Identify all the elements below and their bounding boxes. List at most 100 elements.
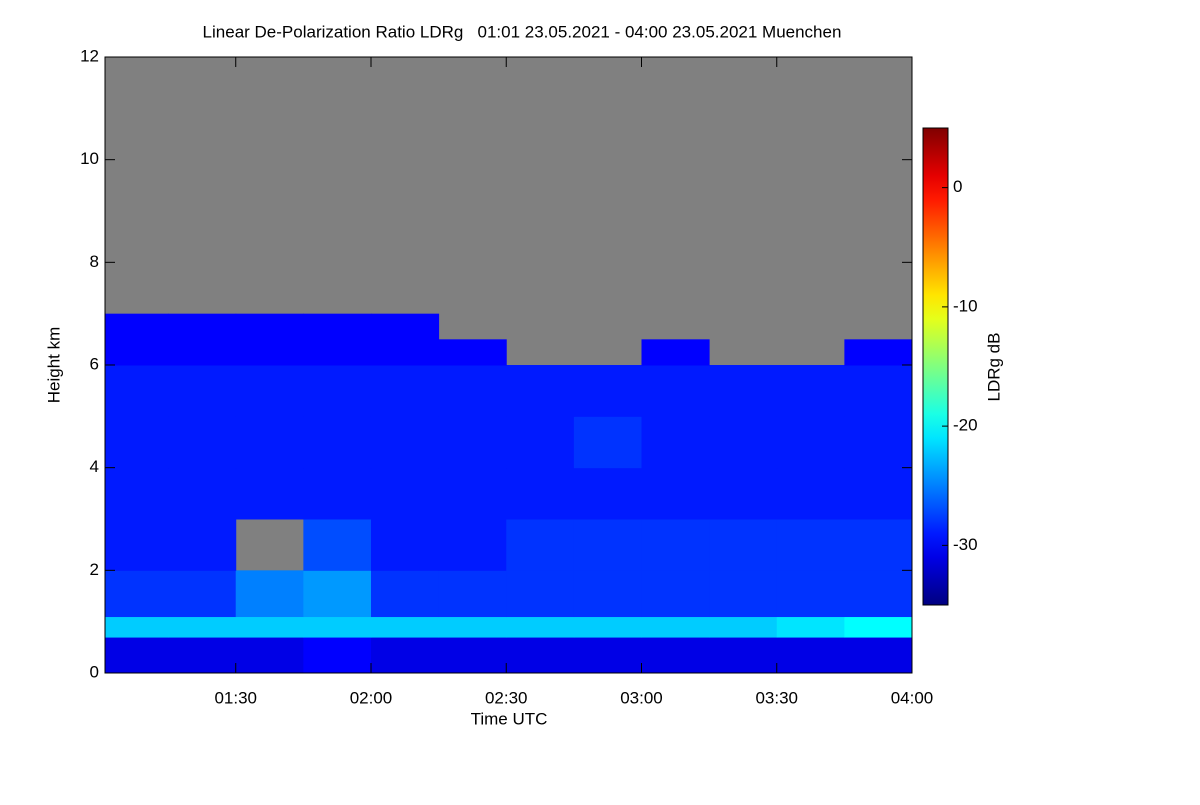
heatmap-cell — [168, 416, 237, 469]
heatmap-cell — [709, 467, 778, 520]
heatmap-cell — [438, 365, 507, 417]
y-tick-label: 8 — [90, 252, 99, 271]
heatmap-cell — [641, 365, 710, 417]
heatmap-cell — [303, 570, 372, 618]
heatmap-cell — [105, 637, 169, 674]
colorbar-tick-label: -30 — [953, 535, 978, 554]
heatmap-cell — [573, 416, 642, 469]
heatmap-cell — [235, 416, 304, 469]
heatmap-cell — [370, 313, 440, 340]
heatmap-cell — [168, 313, 237, 340]
heatmap-cell — [506, 365, 575, 417]
heatmap-cell — [776, 365, 845, 417]
heatmap-cell — [303, 616, 372, 638]
heatmap-cell — [303, 313, 372, 340]
heatmap-cell — [105, 570, 169, 618]
heatmap-cell — [168, 339, 237, 366]
heatmap-cell — [776, 416, 845, 469]
heatmap-cell — [235, 313, 304, 340]
heatmap-cell — [370, 616, 440, 638]
colorbar-label: LDRg dB — [984, 333, 1003, 402]
heatmap-cell — [776, 467, 845, 520]
heatmap-cell — [573, 467, 642, 520]
heatmap-cell — [168, 467, 237, 520]
y-tick-label: 2 — [90, 560, 99, 579]
chart-title: Linear De-Polarization Ratio LDRg 01:01 … — [203, 22, 842, 41]
heatmap-cell — [438, 339, 507, 366]
heatmap-cell — [573, 519, 642, 571]
heatmap-cell — [168, 616, 237, 638]
x-tick-label: 02:30 — [485, 688, 528, 707]
heatmap-cell — [844, 519, 913, 571]
heatmap-cell — [168, 365, 237, 417]
heatmap-cell — [168, 570, 237, 618]
heatmap-cell — [506, 519, 575, 571]
heatmap-cell — [235, 365, 304, 417]
heatmap-cell — [573, 570, 642, 618]
heatmap-cell — [105, 339, 169, 366]
heatmap-cell — [776, 637, 845, 674]
heatmap-cell — [303, 637, 372, 674]
heatmap-cell — [303, 519, 372, 571]
heatmap-cell — [438, 519, 507, 571]
x-tick-label: 01:30 — [214, 688, 257, 707]
y-axis-label: Height km — [44, 327, 63, 404]
heatmap-cell — [105, 467, 169, 520]
heatmap-cell — [370, 339, 440, 366]
heatmap-cell — [776, 616, 845, 638]
colorbar — [922, 127, 949, 606]
heatmap-cell — [370, 416, 440, 469]
heatmap-cell — [776, 519, 845, 571]
heatmap-cell — [641, 467, 710, 520]
heatmap-cell — [168, 519, 237, 571]
heatmap-cell — [709, 616, 778, 638]
heatmap-cell — [506, 637, 575, 674]
heatmap-cell — [709, 365, 778, 417]
heatmap-cell — [641, 637, 710, 674]
heatmap-cell — [844, 365, 913, 417]
heatmap-cell — [641, 570, 710, 618]
heatmap-cell — [844, 339, 913, 366]
heatmap-cell — [573, 365, 642, 417]
heatmap-cell — [844, 467, 913, 520]
x-axis-label: Time UTC — [471, 709, 548, 728]
heatmap-cell — [641, 339, 710, 366]
heatmap-cell — [370, 637, 440, 674]
heatmap-cell — [844, 570, 913, 618]
heatmap-cell — [235, 637, 304, 674]
heatmap-cell — [168, 637, 237, 674]
heatmap-cell — [709, 570, 778, 618]
heatmap-cell — [370, 570, 440, 618]
heatmap-cell — [438, 416, 507, 469]
heatmap-cell — [105, 616, 169, 638]
x-tick-label: 02:00 — [350, 688, 393, 707]
heatmap-cell — [303, 416, 372, 469]
heatmap-cell — [105, 519, 169, 571]
colorbar-tick-label: -20 — [953, 416, 978, 435]
heatmap-cell — [776, 570, 845, 618]
heatmap-cell — [438, 467, 507, 520]
y-tick-label: 0 — [90, 662, 99, 681]
heatmap-cell — [844, 616, 913, 638]
heatmap-cell — [370, 519, 440, 571]
colorbar-tick-label: -10 — [953, 296, 978, 315]
heatmap-cell — [370, 365, 440, 417]
heatmap-cell — [303, 339, 372, 366]
heatmap-cell — [235, 616, 304, 638]
heatmap-cell — [303, 467, 372, 520]
heatmap-cell — [844, 637, 913, 674]
x-tick-label: 03:00 — [620, 688, 663, 707]
heatmap-cell — [641, 519, 710, 571]
colorbar-tick-label: 0 — [953, 177, 962, 196]
heatmap-cell — [235, 570, 304, 618]
heatmap-cell — [303, 365, 372, 417]
heatmap-cell — [641, 616, 710, 638]
heatmap-cell — [506, 416, 575, 469]
heatmap-cell — [370, 467, 440, 520]
heatmap-cell — [438, 616, 507, 638]
heatmap-cell — [235, 467, 304, 520]
heatmap-cell — [105, 313, 169, 340]
heatmap-cell — [709, 637, 778, 674]
heatmap-cell — [235, 339, 304, 366]
